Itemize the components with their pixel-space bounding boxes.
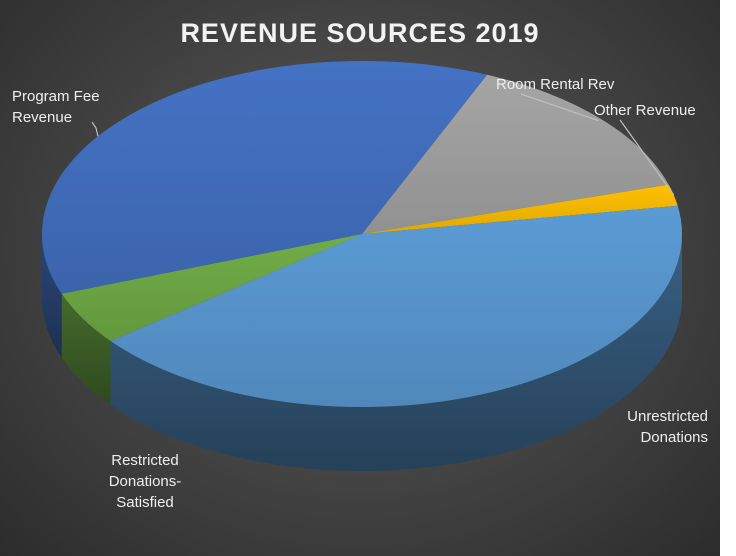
pie-slice-unrestricted-donations [110,205,682,407]
label-restr-line2: Donations- [108,473,182,490]
leader-lines [91,93,675,196]
pie-side-restricted-donations-satisfied [61,293,111,405]
pie-slice-program-fee-revenue [41,60,488,294]
label-restricted-donations-satisfied: Restricted Donations- Satisfied [70,450,220,513]
pie-chart [41,60,682,471]
leader-other-revenue [619,119,675,196]
pie-sides [42,234,682,471]
label-unrestricted-donations: Unrestricted Donations [596,406,708,448]
label-program-line1: Program Fee [12,88,100,105]
label-room-rental-rev: Room Rental Rev [496,76,615,93]
label-restr-line3: Satisfied [116,494,174,511]
leader-program-fee [91,121,99,137]
pie-slice-room-rental-rev [362,74,669,235]
label-unres-line1: Unrestricted [627,408,708,425]
leader-room-rental [520,93,599,122]
pie-side-unrestricted-donations [110,234,682,471]
pie-slice-restricted-donations-satisfied [61,234,363,341]
pie-side-program-fee-revenue [42,234,62,358]
chart-title: REVENUE SOURCES 2019 [180,18,540,48]
chart-area: REVENUE SOURCES 2019 Program Fee Revenue… [0,0,720,556]
label-program-fee-revenue: Program Fee Revenue [12,86,132,128]
pie-tops [41,60,682,407]
label-restr-line1: Restricted [111,452,179,469]
label-unres-line2: Donations [640,429,708,446]
label-other-revenue: Other Revenue [594,102,696,119]
pie-slice-other-revenue [362,184,678,234]
label-program-line2: Revenue [12,109,73,126]
